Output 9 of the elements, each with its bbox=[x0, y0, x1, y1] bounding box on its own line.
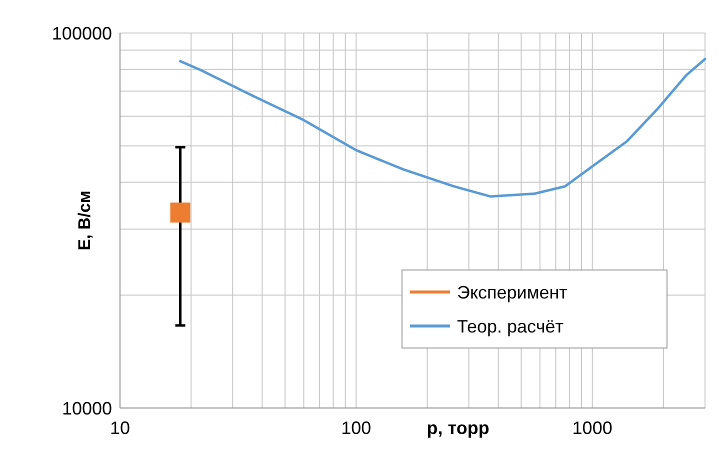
y-tick-label: 10000 bbox=[62, 398, 112, 418]
y-tick-label: 100000 bbox=[52, 23, 112, 44]
legend-label: Теор. расчёт bbox=[457, 316, 564, 336]
x-tick-label: 100 bbox=[341, 418, 372, 438]
y-axis-title: E, В/см bbox=[75, 190, 94, 250]
x-tick-label: 1000 bbox=[572, 418, 612, 438]
x-tick-label: 10 bbox=[110, 418, 130, 438]
x-axis-title: p, торр bbox=[426, 418, 490, 438]
legend-label: Эксперимент bbox=[457, 282, 568, 302]
